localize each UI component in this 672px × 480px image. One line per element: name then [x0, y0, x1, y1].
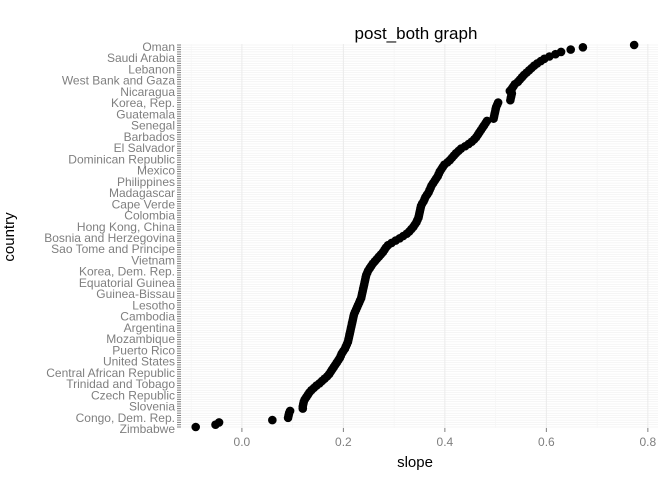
x-tick-label: 0.8 — [640, 435, 657, 449]
country-slope-point — [629, 40, 639, 50]
country-label: United States — [103, 355, 175, 369]
country-label: Puerto Rico — [112, 343, 175, 357]
country-label: Bosnia and Herzegovina — [44, 231, 175, 245]
country-label: Oman — [142, 40, 175, 54]
country-label: Trinidad and Tobago — [66, 377, 175, 391]
country-label: Korea, Dem. Rep. — [79, 265, 175, 279]
country-label: Hong Kong, China — [77, 220, 175, 234]
country-label: Vietnam — [131, 253, 175, 267]
x-tick-label: 0.4 — [437, 435, 454, 449]
country-slope-point — [298, 404, 308, 413]
country-label: Nicaragua — [120, 85, 175, 99]
country-label: West Bank and Gaza — [62, 74, 176, 88]
country-label: Guinea-Bissau — [96, 287, 175, 301]
country-slope-point — [489, 114, 498, 123]
country-label: Guatemala — [116, 107, 175, 121]
country-slope-point — [211, 420, 220, 429]
chart-title: post_both graph — [355, 24, 478, 43]
country-label: Colombia — [124, 209, 175, 223]
country-label: Zimbabwe — [120, 422, 176, 436]
x-axis-title: slope — [397, 454, 433, 471]
x-tick-label: 0.6 — [538, 435, 555, 449]
country-slope-point — [566, 45, 576, 54]
country-label: Central African Republic — [46, 366, 175, 380]
country-label: Slovenia — [129, 400, 175, 414]
country-tick-marks — [177, 44, 181, 428]
horizontal-grid — [181, 44, 658, 428]
country-label: Argentina — [124, 321, 176, 335]
country-slope-point — [283, 413, 293, 423]
country-label: Sao Tome and Principe — [51, 242, 175, 256]
country-label: Equatorial Guinea — [79, 276, 175, 290]
x-tick-label: 0.2 — [335, 435, 352, 449]
country-slope-point — [578, 43, 588, 52]
country-label: Mozambique — [106, 332, 175, 346]
country-label: Czech Republic — [91, 388, 175, 402]
country-label: Lebanon — [128, 62, 175, 76]
country-slope-point — [191, 422, 201, 432]
country-label: Cambodia — [120, 310, 175, 324]
country-label: Cape Verde — [112, 197, 176, 211]
data-points — [191, 40, 639, 432]
country-label: Madagascar — [109, 186, 175, 200]
country-label: Korea, Rep. — [111, 96, 175, 110]
country-label: Lesotho — [132, 298, 175, 312]
country-slope-point — [506, 95, 515, 105]
y-axis-title: country — [1, 212, 18, 262]
country-label: Barbados — [124, 130, 175, 144]
country-label: Dominican Republic — [68, 152, 175, 166]
country-label: Philippines — [117, 175, 175, 189]
country-label: El Salvador — [114, 141, 175, 155]
country-label: Congo, Dem. Rep. — [76, 411, 175, 425]
country-label: Senegal — [131, 119, 175, 133]
vertical-grid — [190, 44, 649, 428]
x-axis-ticks: 0.0 0.2 0.4 0.6 0.8 — [234, 428, 657, 449]
x-tick-label: 0.0 — [234, 435, 251, 449]
country-slope-point — [268, 415, 277, 425]
country-label: Mexico — [137, 164, 175, 178]
country-label: Saudi Arabia — [107, 51, 175, 65]
